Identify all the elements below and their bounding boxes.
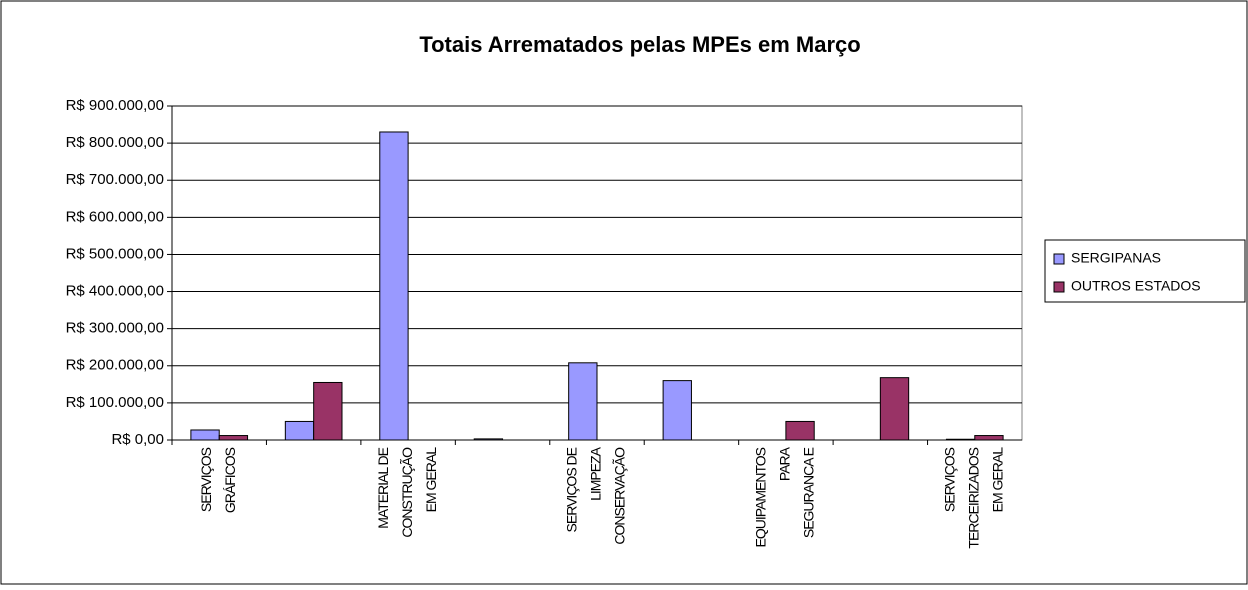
legend-swatch (1053, 253, 1065, 265)
bar (974, 435, 1004, 441)
x-tick-label-line: CONSTRUÇÃO (399, 447, 415, 538)
y-tick-label: R$ 200.000,00 (66, 357, 164, 374)
x-tick-label-line: EM GERAL (423, 447, 439, 513)
x-tick-label-line: GRÁFICOS (222, 447, 238, 513)
x-tick-label: SERVIÇOS DE LIMPEZA CONSERVAÇÃO (564, 446, 628, 544)
bar (785, 420, 815, 441)
bar (218, 435, 249, 441)
y-tick-label: R$ 800.000,00 (66, 134, 164, 151)
x-tick-label: SERVIÇOS TERCEIRIZADOS EM GERAL (941, 447, 1005, 549)
legend-swatch (1053, 281, 1065, 293)
y-tick-label: R$ 400.000,00 (66, 283, 164, 300)
y-tick-label: R$ 0,00 (111, 431, 164, 448)
bar (379, 131, 409, 441)
bar (313, 381, 343, 441)
x-tick-label: EQUIPAMENTOS PARA SEGURANCA E (753, 446, 817, 547)
bar (662, 380, 692, 441)
legend-box (1044, 239, 1246, 303)
x-tick-label: SERVIÇOS GRÁFICOS (198, 447, 238, 513)
x-tick-label-line: EM GERAL (989, 447, 1005, 513)
y-tick-label: R$ 600.000,00 (66, 208, 164, 225)
y-tick-label: R$ 700.000,00 (66, 171, 164, 188)
x-tick-label-line: TERCEIRIZADOS (965, 447, 981, 548)
legend-label: SERGIPANAS (1071, 250, 1161, 266)
bar (568, 362, 598, 441)
x-tick-label-line: SERVIÇOS (198, 447, 214, 512)
chart-title: Totais Arrematados pelas MPEs em Março (419, 32, 860, 57)
x-tick-label-line: EQUIPAMENTOS (753, 447, 769, 547)
y-tick-label: R$ 500.000,00 (66, 245, 164, 262)
x-tick-label: MATERIAL DE CONSTRUÇÃO EM GERAL (375, 447, 439, 538)
x-tick-label-line: MATERIAL DE (375, 447, 391, 528)
y-tick-label: R$ 900.000,00 (66, 97, 164, 114)
x-tick-label-line: LIMPEZA (588, 446, 604, 501)
y-tick-label: R$ 100.000,00 (66, 394, 164, 411)
x-tick-label-line: CONSERVAÇÃO (612, 447, 628, 545)
x-tick-label-line: PARA (777, 446, 793, 481)
bar (190, 429, 220, 441)
y-tick-label: R$ 300.000,00 (66, 320, 164, 337)
bar (879, 377, 910, 441)
bar (284, 420, 315, 441)
legend-label: OUTROS ESTADOS (1071, 278, 1201, 294)
x-tick-label-line: SERVIÇOS DE (564, 447, 580, 532)
x-tick-label-line: SERVIÇOS (941, 447, 957, 512)
x-tick-label-line: SEGURANCA E (801, 447, 817, 538)
